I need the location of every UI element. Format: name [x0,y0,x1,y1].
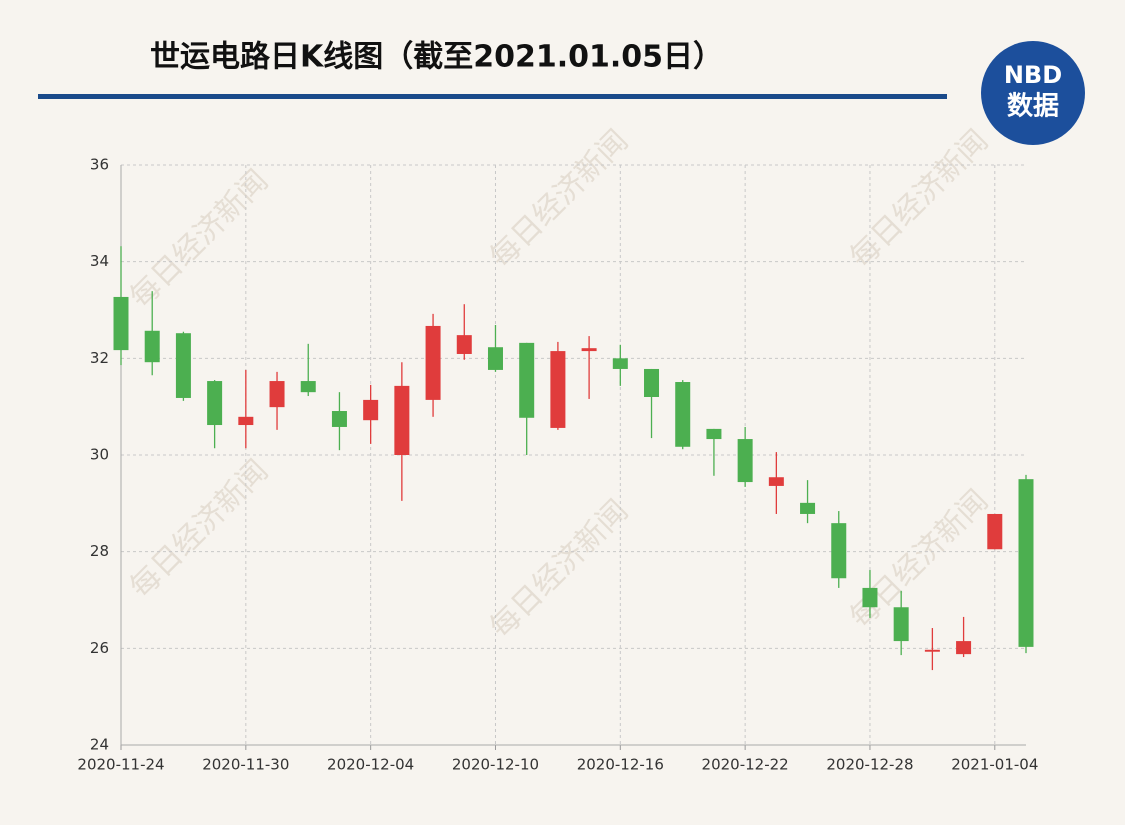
candle-body [924,649,940,652]
grid: 24 26 28 30 32 34 36 2020-11-24 2020-11-30 2020-1… [77,156,1038,774]
candle-body [675,382,691,447]
candle-body [238,416,254,426]
candle-body [425,325,441,400]
candle-body [363,399,379,421]
candle-body [800,502,816,514]
x-tick-label: 2020-11-30 [202,756,289,774]
y-tick-label: 26 [90,639,109,657]
candle-body [737,439,753,483]
candle-body [550,351,566,428]
candle-body [519,342,535,418]
y-tick-label: 24 [90,736,109,754]
x-tick-label: 2020-12-10 [452,756,539,774]
y-tick-label: 28 [90,542,109,560]
candle-body [768,477,784,486]
candles [113,246,1034,671]
candle-body [487,347,503,370]
candle-body [612,358,628,369]
candle-body [207,381,223,426]
x-tick-label: 2020-12-04 [327,756,414,774]
candle-body [862,587,878,608]
x-tick-label: 2020-12-28 [826,756,913,774]
logo-text: 数据 [1007,92,1059,122]
candle-body [644,368,660,397]
candle-body [113,296,129,351]
candle-body [331,411,347,427]
candle-body [706,428,722,440]
candle-body [893,607,909,642]
candle-body [456,335,472,354]
chart-title: 世运电路日K线图（截至2021.01.05日） [150,40,723,75]
logo-text: NBD [1004,61,1062,89]
candle-body [987,513,1003,550]
candle-body [394,385,410,455]
candle-body [1018,479,1034,647]
y-tick-label: 34 [90,252,109,270]
candle-body [831,523,847,579]
candle-body [175,333,191,398]
x-tick-label: 2021-01-04 [951,756,1038,774]
candle-body [300,381,316,393]
title-rule [38,94,947,99]
candle-body [269,381,285,408]
y-tick-label: 30 [90,446,109,464]
candle-body [956,641,972,655]
x-tick-label: 2020-12-22 [702,756,789,774]
y-tick-label: 36 [90,156,109,174]
y-tick-label: 32 [90,349,109,367]
candle-body [144,330,160,363]
x-tick-label: 2020-11-24 [77,756,164,774]
logo-circle [981,41,1085,145]
x-tick-label: 2020-12-16 [577,756,664,774]
candle-body [581,348,597,352]
